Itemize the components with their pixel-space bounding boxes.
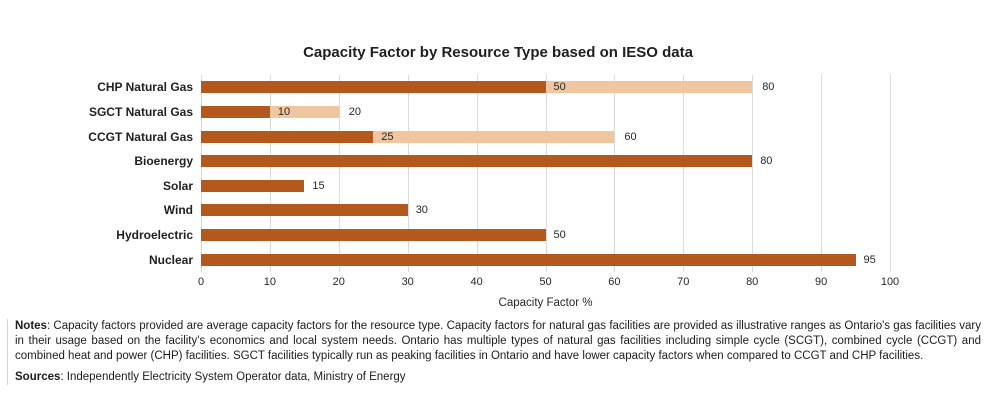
- value-label: 25: [381, 130, 394, 143]
- notes-label: Notes: [15, 320, 47, 332]
- row-plot: 50 80: [201, 81, 890, 94]
- gridline: [821, 75, 823, 272]
- value-label: 30: [415, 204, 428, 217]
- x-tick-label: 50: [539, 276, 552, 288]
- x-tick-label: 100: [880, 276, 900, 288]
- row-plot: 95: [201, 253, 890, 266]
- category-label: SGCT Natural Gas: [88, 104, 193, 119]
- row-plot: 30: [201, 204, 890, 217]
- notes-paragraph: Notes: Capacity factors provided are ave…: [15, 319, 981, 364]
- x-tick-label: 0: [197, 276, 205, 288]
- gridline: [683, 75, 685, 272]
- notes-text: : Capacity factors provided are average …: [15, 320, 981, 362]
- category-label: Hydroelectric: [116, 228, 193, 243]
- bar-segment-solid: [201, 204, 408, 217]
- chart-row: Solar 15: [0, 174, 996, 199]
- sources-label: Sources: [15, 371, 61, 383]
- value-label: 50: [553, 81, 566, 94]
- bar-segment-solid: [201, 105, 270, 118]
- bar-chart: CHP Natural Gas 50 80 SGCT Natural Gas 10 20 C…: [0, 75, 996, 272]
- gridline: [890, 75, 891, 272]
- row-plot: 80: [201, 155, 890, 168]
- bar-segment-solid: [201, 229, 546, 242]
- row-plot: 15: [201, 179, 890, 192]
- bar-segment-solid: [201, 253, 856, 266]
- value-label: 80: [760, 155, 773, 168]
- chart-row: CCGT Natural Gas 25 60: [0, 124, 996, 149]
- notes-section: Notes: Capacity factors provided are ave…: [7, 319, 981, 385]
- value-label: 50: [553, 229, 566, 242]
- row-plot: 10 20: [201, 105, 890, 118]
- chart-row: Bioenergy 80: [0, 149, 996, 174]
- row-plot: 25 60: [201, 130, 890, 143]
- value-label: 15: [312, 179, 325, 192]
- x-tick-label: 40: [470, 276, 483, 288]
- x-tick-label: 30: [401, 276, 414, 288]
- sources-paragraph: Sources: Independently Electricity Syste…: [15, 370, 981, 385]
- category-label: Wind: [163, 203, 193, 218]
- sources-text: : Independently Electricity System Opera…: [60, 371, 406, 383]
- x-tick-label: 60: [608, 276, 621, 288]
- chart-title: Capacity Factor by Resource Type based o…: [303, 44, 693, 61]
- category-label: CHP Natural Gas: [97, 80, 193, 95]
- gridline: [338, 75, 340, 272]
- gridline: [476, 75, 478, 272]
- bar-segment-solid: [201, 130, 374, 143]
- bar-segment-solid: [201, 155, 753, 168]
- x-tick-label: 80: [746, 276, 759, 288]
- gridline: [201, 75, 202, 272]
- x-tick-label: 90: [814, 276, 828, 288]
- chart-row: CHP Natural Gas 50 80: [0, 75, 996, 100]
- category-label: Bioenergy: [134, 154, 193, 169]
- value-label: 95: [863, 253, 876, 266]
- x-axis: 0 10 20 30 40 50 60 70 80 90 100: [197, 276, 899, 290]
- x-tick-label: 20: [332, 276, 345, 288]
- x-axis-label: Capacity Factor %: [498, 297, 593, 309]
- gridline: [269, 75, 271, 272]
- chart-row: SGCT Natural Gas 10 20: [0, 100, 996, 125]
- bar-segment-range: [373, 130, 615, 143]
- gridline: [614, 75, 616, 272]
- chart-row: Nuclear 95: [0, 247, 996, 272]
- bar-segment-range: [269, 105, 339, 118]
- category-label: CCGT Natural Gas: [88, 129, 193, 144]
- gridlines: [201, 75, 891, 272]
- bar-segment-solid: [201, 81, 546, 94]
- value-label: 80: [762, 81, 775, 94]
- value-label: 20: [348, 105, 362, 118]
- category-label: Nuclear: [148, 252, 193, 267]
- chart-row: Hydroelectric 50: [0, 223, 996, 248]
- gridline: [545, 75, 547, 272]
- chart-rows: CHP Natural Gas 50 80 SGCT Natural Gas 10 20 C…: [0, 75, 996, 272]
- bar-segment-range: [545, 81, 753, 94]
- x-tick-label: 10: [263, 276, 277, 288]
- x-tick-label: 70: [677, 276, 690, 288]
- bar-segment-solid: [201, 179, 305, 192]
- gridline: [752, 75, 754, 272]
- chart-row: Wind 30: [0, 198, 996, 223]
- value-label: 60: [624, 130, 637, 143]
- row-plot: 50: [201, 229, 890, 242]
- gridline: [407, 75, 409, 272]
- category-label: Solar: [162, 178, 193, 193]
- value-label: 10: [277, 105, 291, 118]
